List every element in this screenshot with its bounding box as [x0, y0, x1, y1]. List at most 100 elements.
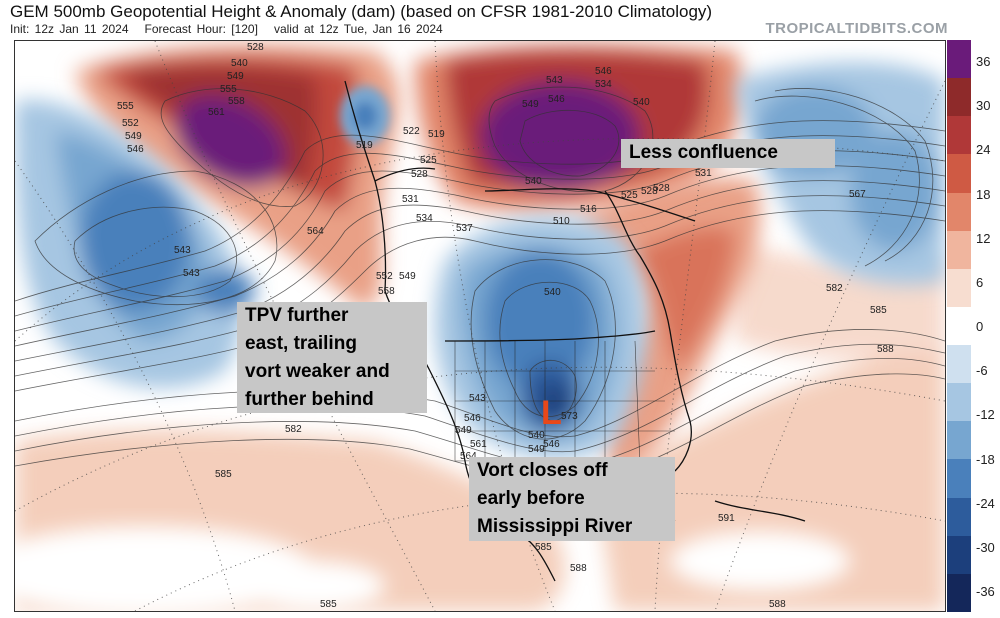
- contour-label: 588: [570, 563, 587, 574]
- colorbar-label: -6: [976, 363, 988, 379]
- less-confluence-callout: Less confluence: [621, 139, 835, 168]
- colorbar-label: 12: [976, 230, 991, 246]
- contour-label: 549: [399, 271, 416, 282]
- colorbar-segment: [947, 345, 971, 384]
- vort-line-3: Mississippi River: [477, 516, 633, 537]
- graticule: [15, 41, 945, 611]
- contour-label: 537: [456, 223, 473, 234]
- colorbar-segment: [947, 497, 971, 537]
- contour-label: 546: [127, 144, 144, 155]
- contour-label: 528: [411, 169, 428, 180]
- colorbar-label: -12: [976, 407, 995, 423]
- contour-label: 588: [769, 599, 786, 610]
- colorbar-segment: [947, 535, 971, 575]
- contour-label: 564: [460, 451, 477, 462]
- height-contours: [15, 86, 945, 484]
- contour-label: 522: [403, 126, 420, 137]
- tpv-callout: TPV further east, trailing vort weaker a…: [237, 302, 427, 413]
- colorbar-label: -18: [976, 451, 995, 467]
- contour-label: 546: [595, 66, 612, 77]
- colorbar-label: 30: [976, 98, 991, 114]
- contour-label: 519: [356, 140, 373, 151]
- contour-label: 525: [621, 190, 638, 201]
- contour-label: 519: [428, 129, 445, 140]
- contour-label: 528: [641, 186, 658, 197]
- chart-title: GEM 500mb Geopotential Height & Anomaly …: [10, 2, 713, 21]
- contour-label: 546: [464, 413, 481, 424]
- contour-label: 561: [208, 107, 225, 118]
- vort-line-1: Vort closes off: [477, 460, 608, 481]
- contour-label: 546: [543, 439, 560, 450]
- colorbar-label: 18: [976, 186, 991, 202]
- colorbar-segment: [947, 421, 971, 460]
- colorbar-segment: [947, 573, 971, 613]
- contour-label: 585: [215, 469, 232, 480]
- contour-label: 582: [285, 424, 302, 435]
- colorbar-label: -24: [976, 495, 995, 511]
- tpv-line-1: TPV further: [245, 305, 349, 326]
- contour-label: 543: [546, 75, 563, 86]
- forecast-hour: Forecast Hour: [120]: [144, 22, 258, 36]
- contour-label: 585: [870, 305, 887, 316]
- contour-label: 528: [653, 183, 670, 194]
- contour-label: 531: [695, 168, 712, 179]
- contour-labels: 528 540 549 555 558 561 555 552 549 546 …: [117, 42, 894, 610]
- contour-label: 588: [877, 344, 894, 355]
- source-credit: TROPICALTIDBITS.COM: [765, 20, 948, 37]
- contour-label: 525: [420, 155, 437, 166]
- contour-label: 540: [544, 287, 561, 298]
- colorbar-label: -36: [976, 584, 995, 599]
- tpv-line-3: vort weaker and: [245, 361, 390, 382]
- contour-label: 543: [174, 245, 191, 256]
- contour-label: 564: [307, 226, 324, 237]
- contour-label: 543: [469, 393, 486, 404]
- contour-label: 585: [535, 542, 552, 553]
- contour-label: 543: [183, 268, 200, 279]
- contour-label: 528: [247, 42, 264, 53]
- contour-label: 555: [117, 101, 134, 112]
- contour-label: 534: [595, 79, 612, 90]
- colorbar-label: 36: [976, 54, 991, 69]
- contour-label: 540: [528, 430, 545, 441]
- colorbar-segment: [947, 192, 971, 232]
- contour-label: 540: [231, 58, 248, 69]
- contour-label: 555: [220, 84, 237, 95]
- chart-subtitle: Init: 12z Jan 11 2024 Forecast Hour: [12…: [10, 22, 443, 36]
- colorbar-segment: [947, 268, 971, 308]
- contour-label: 552: [376, 271, 393, 282]
- contour-label: 591: [718, 513, 735, 524]
- colorbar-label: 6: [976, 274, 984, 290]
- contour-label: 585: [320, 599, 337, 610]
- valid-time: valid at 12z Tue, Jan 16 2024: [273, 22, 443, 36]
- contour-label: 516: [580, 204, 597, 215]
- contour-label: 573: [561, 411, 578, 422]
- contour-label: 567: [849, 189, 866, 200]
- contour-label: 510: [553, 216, 570, 227]
- contour-label: 582: [826, 283, 843, 294]
- colorbar-label: -30: [976, 539, 995, 555]
- colorbar-segment: [947, 230, 971, 270]
- colorbar: [947, 40, 971, 613]
- vort-line-2: early before: [477, 488, 585, 509]
- contour-label: 549: [522, 99, 539, 110]
- contour-label: 561: [470, 439, 487, 450]
- colorbar-segment: [947, 40, 971, 79]
- contour-label: 540: [525, 176, 542, 187]
- colorbar-segment: [947, 154, 971, 194]
- tpv-line-2: east, trailing: [245, 333, 357, 354]
- colorbar-label: 24: [976, 142, 991, 158]
- negative-anomaly-ak: [340, 86, 390, 146]
- colorbar-label: 0: [976, 319, 984, 334]
- colorbar-segment: [947, 459, 971, 499]
- contour-label: 552: [122, 118, 139, 129]
- colorbar-segment: [947, 116, 971, 155]
- contour-label: 531: [402, 194, 419, 205]
- contour-label: 549: [455, 425, 472, 436]
- contour-label: 540: [633, 97, 650, 108]
- contour-label: 549: [125, 131, 142, 142]
- init-time: Init: 12z Jan 11 2024: [10, 22, 129, 36]
- contour-label: 546: [548, 94, 565, 105]
- tpv-line-4: further behind: [245, 389, 374, 410]
- contour-label: 558: [228, 96, 245, 107]
- low-pressure-marker: L: [541, 394, 562, 432]
